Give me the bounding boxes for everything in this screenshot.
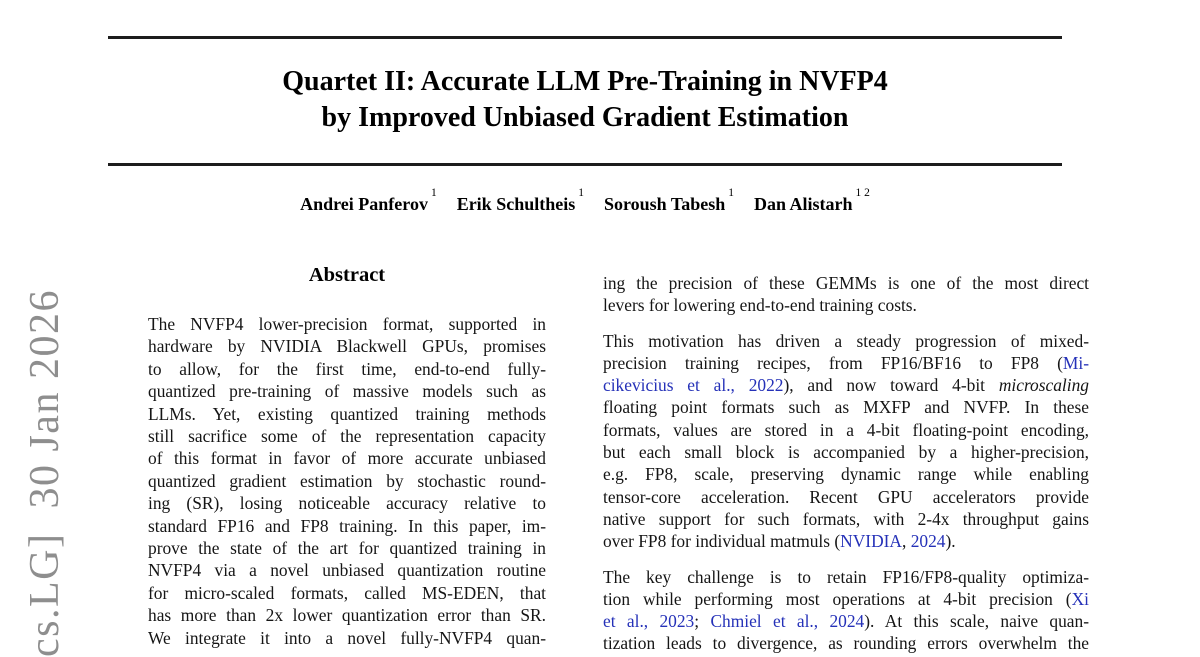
paper-title-line1: Quartet II: Accurate LLM Pre-Training in… [282,66,888,97]
author-name: Andrei Panferov [300,194,428,214]
body-text-line: levers for lowering end-to-end training … [603,294,1089,316]
body-text-line: precision training recipes, from FP16/BF… [603,352,1089,374]
paper-title-line2: by Improved Unbiased Gradient Estimation [321,102,849,133]
abstract-text-line: prove the state of the art for quantized… [148,538,546,559]
author: Andrei Panferov1 [300,187,437,214]
author-affiliation-sup: 1 [430,187,437,199]
text-segment: ). [945,531,956,552]
mid-rule [108,163,1062,166]
text-segment: tion while performing most operations at… [603,588,1072,609]
text-segment: ing the precision of these GEMMs is one … [603,273,1089,293]
body-text-line: This motivation has driven a steady prog… [603,330,1089,352]
abstract-text-line: hardware by NVIDIA Blackwell GPUs, promi… [148,336,546,357]
abstract-text-line: has more than 2x lower quantization erro… [148,605,546,626]
abstract-text-line: ing (SR), losing noticeable accuracy rel… [148,493,546,514]
body-paragraph: The key challenge is to retain FP16/FP8-… [603,566,1089,655]
top-rule [108,36,1062,39]
body-text-line: cikevicius et al., 2022), and now toward… [603,374,1089,396]
abstract-text-line: to allow, for the first time, end-to-end… [148,358,546,379]
abstract-heading: Abstract [308,264,386,286]
citation-link[interactable]: Chmiel et al., 2024 [710,611,865,632]
author-affiliation-sup: 1 2 [855,187,870,199]
citation-link[interactable]: NVIDIA [840,531,902,552]
body-text-line: ing the precision of these GEMMs is one … [603,272,1089,294]
body-text-line: native support for such formats, with 2-… [603,508,1089,530]
citation-link[interactable]: Xi [1071,588,1089,609]
body-paragraph: This motivation has driven a steady prog… [603,330,1089,553]
abstract-text-line: standard FP16 and FP8 training. In this … [148,515,546,536]
abstract-text-line: LLMs. Yet, existing quantized training m… [148,403,546,424]
text-segment: tization leads to divergence, as roundin… [603,633,1089,654]
text-segment: precision training recipes, from FP16/BF… [603,352,1063,373]
abstract-text-line: NVFP4 via a novel unbiased quantization … [148,560,546,581]
citation-link[interactable]: et al., 2023 [603,611,695,632]
author-affiliation-sup: 1 [578,187,584,199]
abstract-text-line: We integrate it into a novel fully-NVFP4… [148,627,546,648]
text-segment: floating point formats such as MXFP and … [603,397,1089,418]
text-segment: ; [694,611,711,632]
author-name: Soroush Tabesh [603,194,726,214]
body-text-line: over FP8 for individual matmuls (NVIDIA,… [603,530,1089,552]
text-segment: e.g. FP8, scale, preserving dynamic rang… [603,464,1089,485]
abstract-text-line: quantized pre-training of massive models… [148,381,546,402]
abstract-text-line: for micro-scaled formats, called MS-EDEN… [148,582,546,603]
abstract-text-line: quantized gradient estimation by stochas… [148,470,546,491]
text-segment: native support for such formats, with 2-… [603,508,1089,529]
text-segment: levers for lowering end-to-end training … [603,295,917,316]
text-segment: This motivation has driven a steady prog… [603,330,1089,351]
body-text-line: floating point formats such as MXFP and … [603,396,1089,418]
body-text-line: tization leads to divergence, as roundin… [603,632,1089,654]
abstract-text-line: of this format in favor of more accurate… [148,448,546,469]
author-name: Erik Schultheis [456,194,576,214]
text-segment: tensor-core acceleration. Recent GPU acc… [603,486,1089,507]
abstract-body: The NVFP4 lower-precision format, suppor… [148,313,546,649]
citation-link[interactable]: Mi- [1062,352,1089,373]
body-text-line: e.g. FP8, scale, preserving dynamic rang… [603,463,1089,485]
body-text-line: tion while performing most operations at… [603,588,1089,610]
abstract-text-line: The NVFP4 lower-precision format, suppor… [148,314,546,334]
text-segment: formats, values are stored in a 4-bit fl… [603,419,1089,440]
author-affiliation-sup: 1 [728,187,734,199]
citation-link[interactable]: 2024 [910,531,946,552]
text-segment: over FP8 for individual matmuls ( [603,531,841,552]
text-segment: but each small block is accompanied by a… [603,442,1089,463]
abstract-text-line: still sacrifice some of the representati… [148,426,546,447]
arxiv-watermark: cs.LG] 30 Jan 2026 [22,289,68,657]
authors-line: Andrei Panferov1Erik Schultheis1Soroush … [108,187,1062,215]
body-text-line: formats, values are stored in a 4-bit fl… [603,419,1089,441]
body-text-line: The key challenge is to retain FP16/FP8-… [603,566,1089,588]
paper-title: Quartet II: Accurate LLM Pre-Training in… [108,64,1062,136]
author: Dan Alistarh1 2 [753,187,870,214]
text-segment: ). At this scale, naive quan- [864,611,1089,632]
body-text-line: but each small block is accompanied by a… [603,441,1089,463]
body-text-line: tensor-core acceleration. Recent GPU acc… [603,486,1089,508]
author: Erik Schultheis1 [456,187,584,214]
citation-link[interactable]: cikevicius et al., 2022 [603,375,784,396]
body-paragraph: ing the precision of these GEMMs is one … [603,272,1089,317]
right-column: ing the precision of these GEMMs is one … [603,272,1089,655]
text-segment: ), and now toward 4-bit [783,375,999,396]
text-segment: The key challenge is to retain FP16/FP8-… [603,566,1089,587]
body-text-line: et al., 2023; Chmiel et al., 2024). At t… [603,610,1089,632]
author: Soroush Tabesh1 [603,187,734,214]
text-segment: , [902,531,911,552]
emphasis-text: microscaling [998,375,1089,396]
author-name: Dan Alistarh [753,194,853,214]
